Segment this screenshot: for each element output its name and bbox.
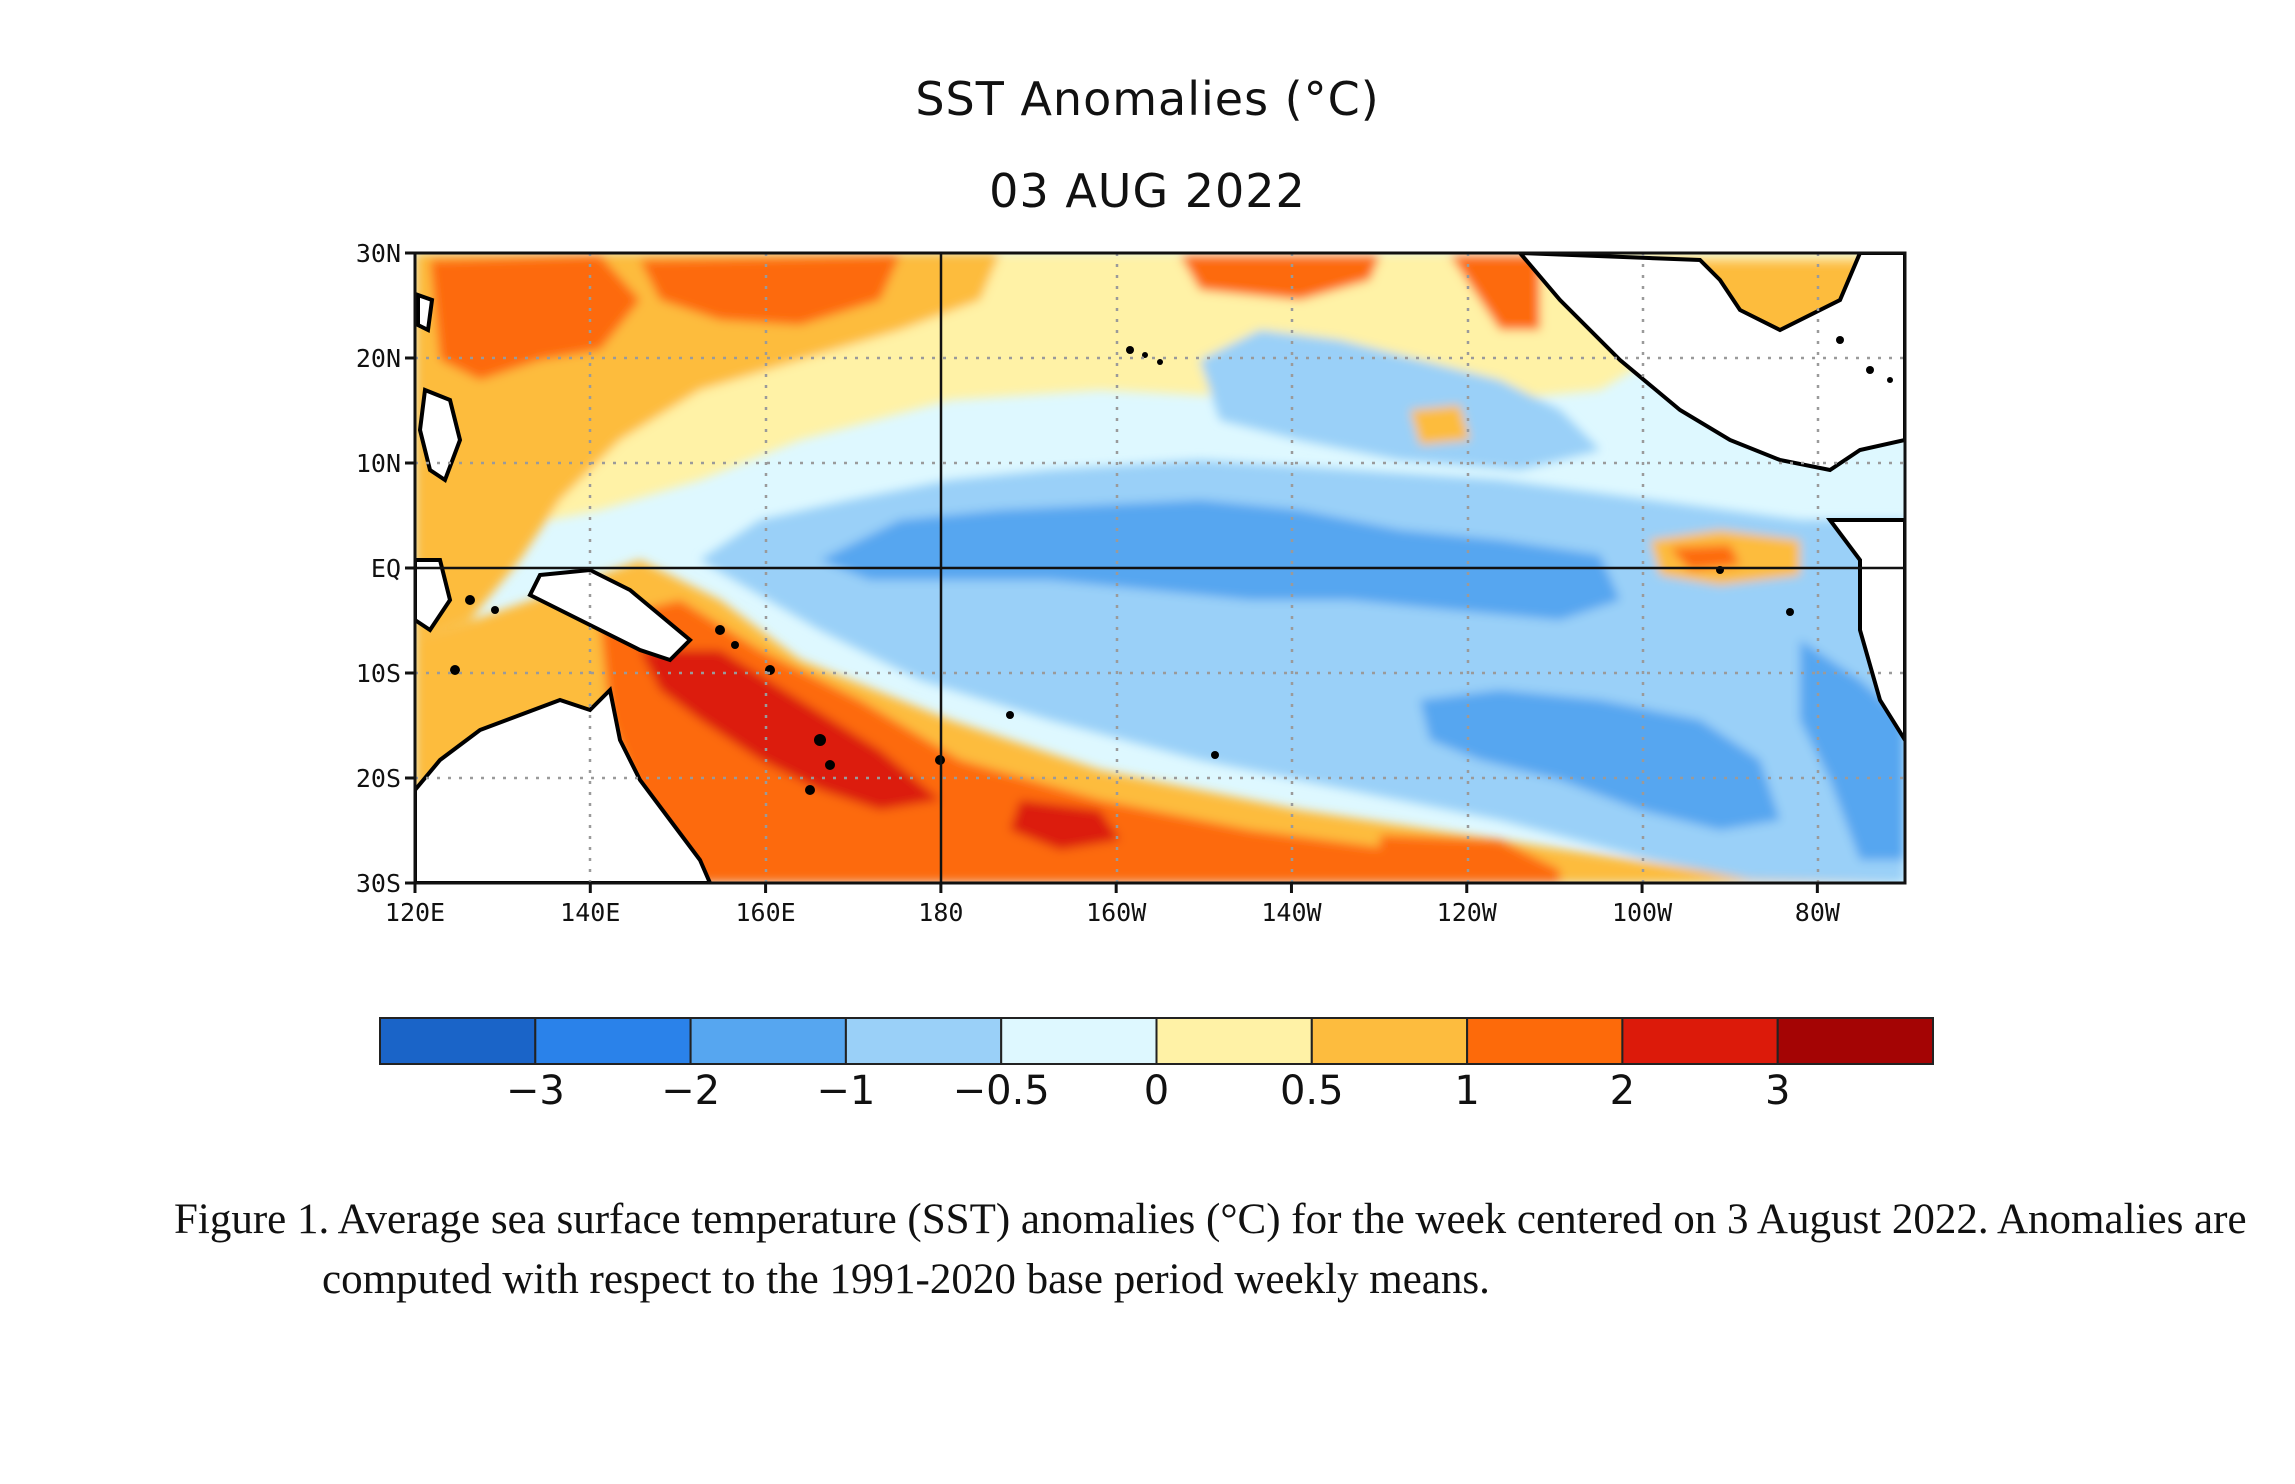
north-america	[1517, 253, 1905, 473]
lat-tick-label: 30N	[356, 239, 401, 268]
colorbar-tick-label: 1	[1454, 1068, 1479, 1114]
eastern-equatorial-hot-spot	[1670, 545, 1740, 570]
lat-tick-label: 30S	[356, 869, 401, 898]
colorbar-tick-label: −3	[506, 1068, 565, 1114]
southwest-pacific-hot	[640, 650, 940, 810]
north-central-warm	[640, 255, 900, 325]
lat-tick-label: EQ	[371, 554, 401, 583]
land-masses	[415, 253, 1905, 883]
colorbar-swatch	[1155, 1017, 1313, 1065]
taiwan	[416, 292, 435, 334]
philippines	[417, 387, 463, 484]
northeast-warm-blob	[1410, 405, 1470, 445]
lon-tick-label: 180	[918, 898, 963, 927]
south-east-warm-patch	[1380, 835, 1560, 883]
equatorial-blue-core	[820, 500, 1620, 620]
colorbar-swatch	[1000, 1017, 1158, 1065]
colorbar-tick-label: 0	[1144, 1068, 1169, 1114]
colorbar-swatch	[689, 1017, 847, 1065]
chart-title: SST Anomalies (°C)	[915, 72, 1380, 126]
southwest-pacific-warm	[600, 600, 1500, 883]
colorbar-tick-label: −2	[661, 1068, 720, 1114]
longitude-axis: 120E 140E 160E 180 160W 140W 120W 100W 80W	[385, 883, 1841, 927]
colorbar-swatch	[1776, 1017, 1934, 1065]
southeast-pacific-cool	[1420, 690, 1780, 830]
northeast-coast-warm	[1450, 255, 1540, 330]
islands	[450, 336, 1893, 795]
lon-tick-label: 140W	[1261, 898, 1322, 927]
anomaly-field	[415, 253, 1905, 883]
north-light-blue	[1200, 330, 1600, 470]
lon-tick-label: 100W	[1612, 898, 1673, 927]
colorbar-tick-label: 0.5	[1280, 1068, 1344, 1114]
colorbar: −3 −2 −1 −0.5 0 0.5 1 2 3	[379, 1017, 1934, 1114]
australia	[415, 685, 713, 883]
colorbar-tick-label: −0.5	[953, 1068, 1050, 1114]
south-central-hot-patch	[1010, 800, 1120, 850]
new-guinea	[527, 567, 693, 663]
colorbar-swatch	[1466, 1017, 1624, 1065]
date-label: 03 AUG 2022	[989, 164, 1306, 218]
peru-coast-cool	[1800, 640, 1905, 860]
lon-tick-label: 120W	[1437, 898, 1498, 927]
colorbar-tick-label: 3	[1765, 1068, 1790, 1114]
lat-tick-label: 10S	[356, 659, 401, 688]
lat-tick-label: 10N	[356, 449, 401, 478]
figure-caption: Figure 1. Average sea surface temperatur…	[174, 1196, 2247, 1303]
lon-tick-label: 160W	[1086, 898, 1147, 927]
colorbar-tick-label: 2	[1610, 1068, 1635, 1114]
lat-tick-label: 20S	[356, 764, 401, 793]
north-subtropical-warm	[430, 255, 640, 380]
colorbar-tick-label: −1	[816, 1068, 875, 1114]
colorbar-swatch	[534, 1017, 692, 1065]
lon-tick-label: 160E	[735, 898, 795, 927]
lat-tick-label: 20N	[356, 344, 401, 373]
colorbar-swatch	[1310, 1017, 1469, 1065]
latitude-axis: 30N 20N 10N EQ 10S 20S 30S	[356, 239, 415, 898]
colorbar-swatch	[379, 1017, 537, 1065]
lon-tick-label: 80W	[1795, 898, 1841, 927]
colorbar-swatch	[1621, 1017, 1779, 1065]
south-america	[1826, 518, 1905, 744]
lon-tick-label: 140E	[560, 898, 620, 927]
lon-tick-label: 120E	[385, 898, 445, 927]
northeast-warm-strip	[1180, 255, 1380, 300]
borneo	[415, 558, 453, 633]
colorbar-swatch	[844, 1017, 1003, 1065]
